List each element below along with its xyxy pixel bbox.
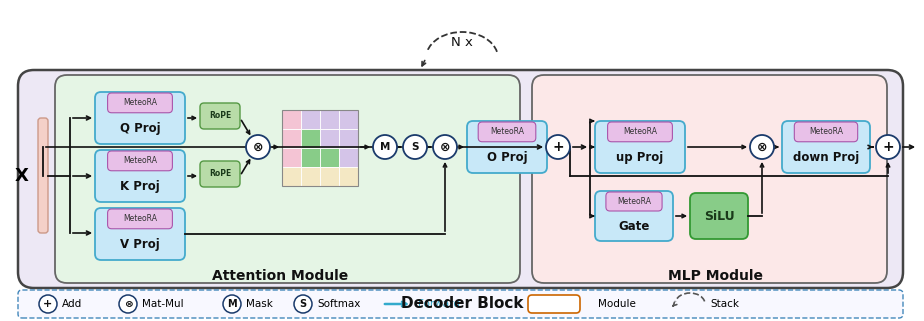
Text: ⊗: ⊗ [440, 141, 450, 153]
Text: MLP Module: MLP Module [667, 269, 762, 283]
FancyBboxPatch shape [95, 150, 185, 202]
Text: +: + [882, 140, 894, 154]
Text: ⊗: ⊗ [757, 141, 767, 153]
Text: O Proj: O Proj [487, 151, 528, 164]
Bar [320, 167, 339, 186]
FancyBboxPatch shape [595, 191, 673, 241]
Text: down Proj: down Proj [793, 151, 859, 164]
FancyBboxPatch shape [479, 122, 536, 142]
Circle shape [546, 135, 570, 159]
Text: MeteoRA: MeteoRA [490, 127, 524, 136]
FancyBboxPatch shape [606, 192, 663, 211]
Text: Decoder Block: Decoder Block [401, 297, 523, 311]
Text: K Proj: K Proj [120, 180, 160, 193]
Bar [320, 110, 339, 129]
Bar [282, 148, 301, 167]
Text: MeteoRA: MeteoRA [809, 127, 843, 136]
Bar [320, 148, 339, 167]
FancyBboxPatch shape [55, 75, 520, 283]
Text: Module: Module [598, 299, 636, 309]
Text: RoPE: RoPE [209, 111, 231, 120]
FancyBboxPatch shape [18, 70, 903, 288]
FancyBboxPatch shape [608, 122, 673, 142]
FancyBboxPatch shape [532, 75, 887, 283]
Text: ⊗: ⊗ [253, 141, 263, 153]
Circle shape [294, 295, 312, 313]
Bar [339, 129, 358, 148]
Text: SiLU: SiLU [704, 210, 735, 222]
Bar [282, 167, 301, 186]
Circle shape [373, 135, 397, 159]
FancyBboxPatch shape [467, 121, 547, 173]
Bar [301, 148, 320, 167]
Text: X: X [15, 167, 29, 185]
Text: MeteoRA: MeteoRA [623, 127, 657, 136]
Text: +: + [43, 299, 53, 309]
Text: RoPE: RoPE [209, 169, 231, 178]
FancyBboxPatch shape [107, 151, 173, 171]
FancyBboxPatch shape [595, 121, 685, 173]
Circle shape [433, 135, 457, 159]
FancyBboxPatch shape [690, 193, 748, 239]
Text: M: M [227, 299, 237, 309]
FancyBboxPatch shape [782, 121, 870, 173]
Bar [301, 129, 320, 148]
Bar [301, 167, 320, 186]
Text: MeteoRA: MeteoRA [123, 156, 157, 165]
Circle shape [246, 135, 270, 159]
FancyBboxPatch shape [200, 161, 240, 187]
Text: M: M [380, 142, 390, 152]
Text: N x: N x [451, 37, 473, 49]
Circle shape [750, 135, 774, 159]
Bar [282, 110, 358, 186]
Circle shape [223, 295, 241, 313]
FancyBboxPatch shape [200, 103, 240, 129]
Text: MeteoRA: MeteoRA [123, 214, 157, 223]
FancyBboxPatch shape [38, 118, 48, 233]
Bar [339, 167, 358, 186]
Text: V Proj: V Proj [120, 238, 160, 251]
FancyBboxPatch shape [95, 92, 185, 144]
Bar [320, 129, 339, 148]
Circle shape [119, 295, 137, 313]
Bar [339, 148, 358, 167]
Text: MeteoRA: MeteoRA [123, 98, 157, 108]
Text: Q Proj: Q Proj [120, 122, 160, 135]
Bar [282, 110, 301, 129]
Text: Attention Module: Attention Module [212, 269, 348, 283]
Text: up Proj: up Proj [616, 151, 663, 164]
Circle shape [403, 135, 427, 159]
Bar [282, 129, 301, 148]
FancyBboxPatch shape [107, 93, 173, 113]
Text: Gate: Gate [618, 220, 650, 232]
Circle shape [876, 135, 900, 159]
Text: Mat-Mul: Mat-Mul [142, 299, 184, 309]
FancyBboxPatch shape [528, 295, 580, 313]
Circle shape [39, 295, 57, 313]
Bar [301, 110, 320, 129]
FancyBboxPatch shape [95, 208, 185, 260]
Text: MeteoRA: MeteoRA [617, 197, 651, 206]
Text: S: S [411, 142, 419, 152]
Text: Softmax: Softmax [317, 299, 360, 309]
Text: S: S [299, 299, 307, 309]
Bar [339, 110, 358, 129]
Text: Mask: Mask [246, 299, 273, 309]
Text: Stack: Stack [710, 299, 739, 309]
FancyBboxPatch shape [18, 290, 903, 318]
Text: Forward: Forward [418, 299, 460, 309]
Text: +: + [553, 140, 564, 154]
Text: ⊗: ⊗ [124, 299, 132, 309]
Text: Add: Add [62, 299, 82, 309]
FancyBboxPatch shape [795, 122, 857, 142]
FancyBboxPatch shape [107, 209, 173, 229]
